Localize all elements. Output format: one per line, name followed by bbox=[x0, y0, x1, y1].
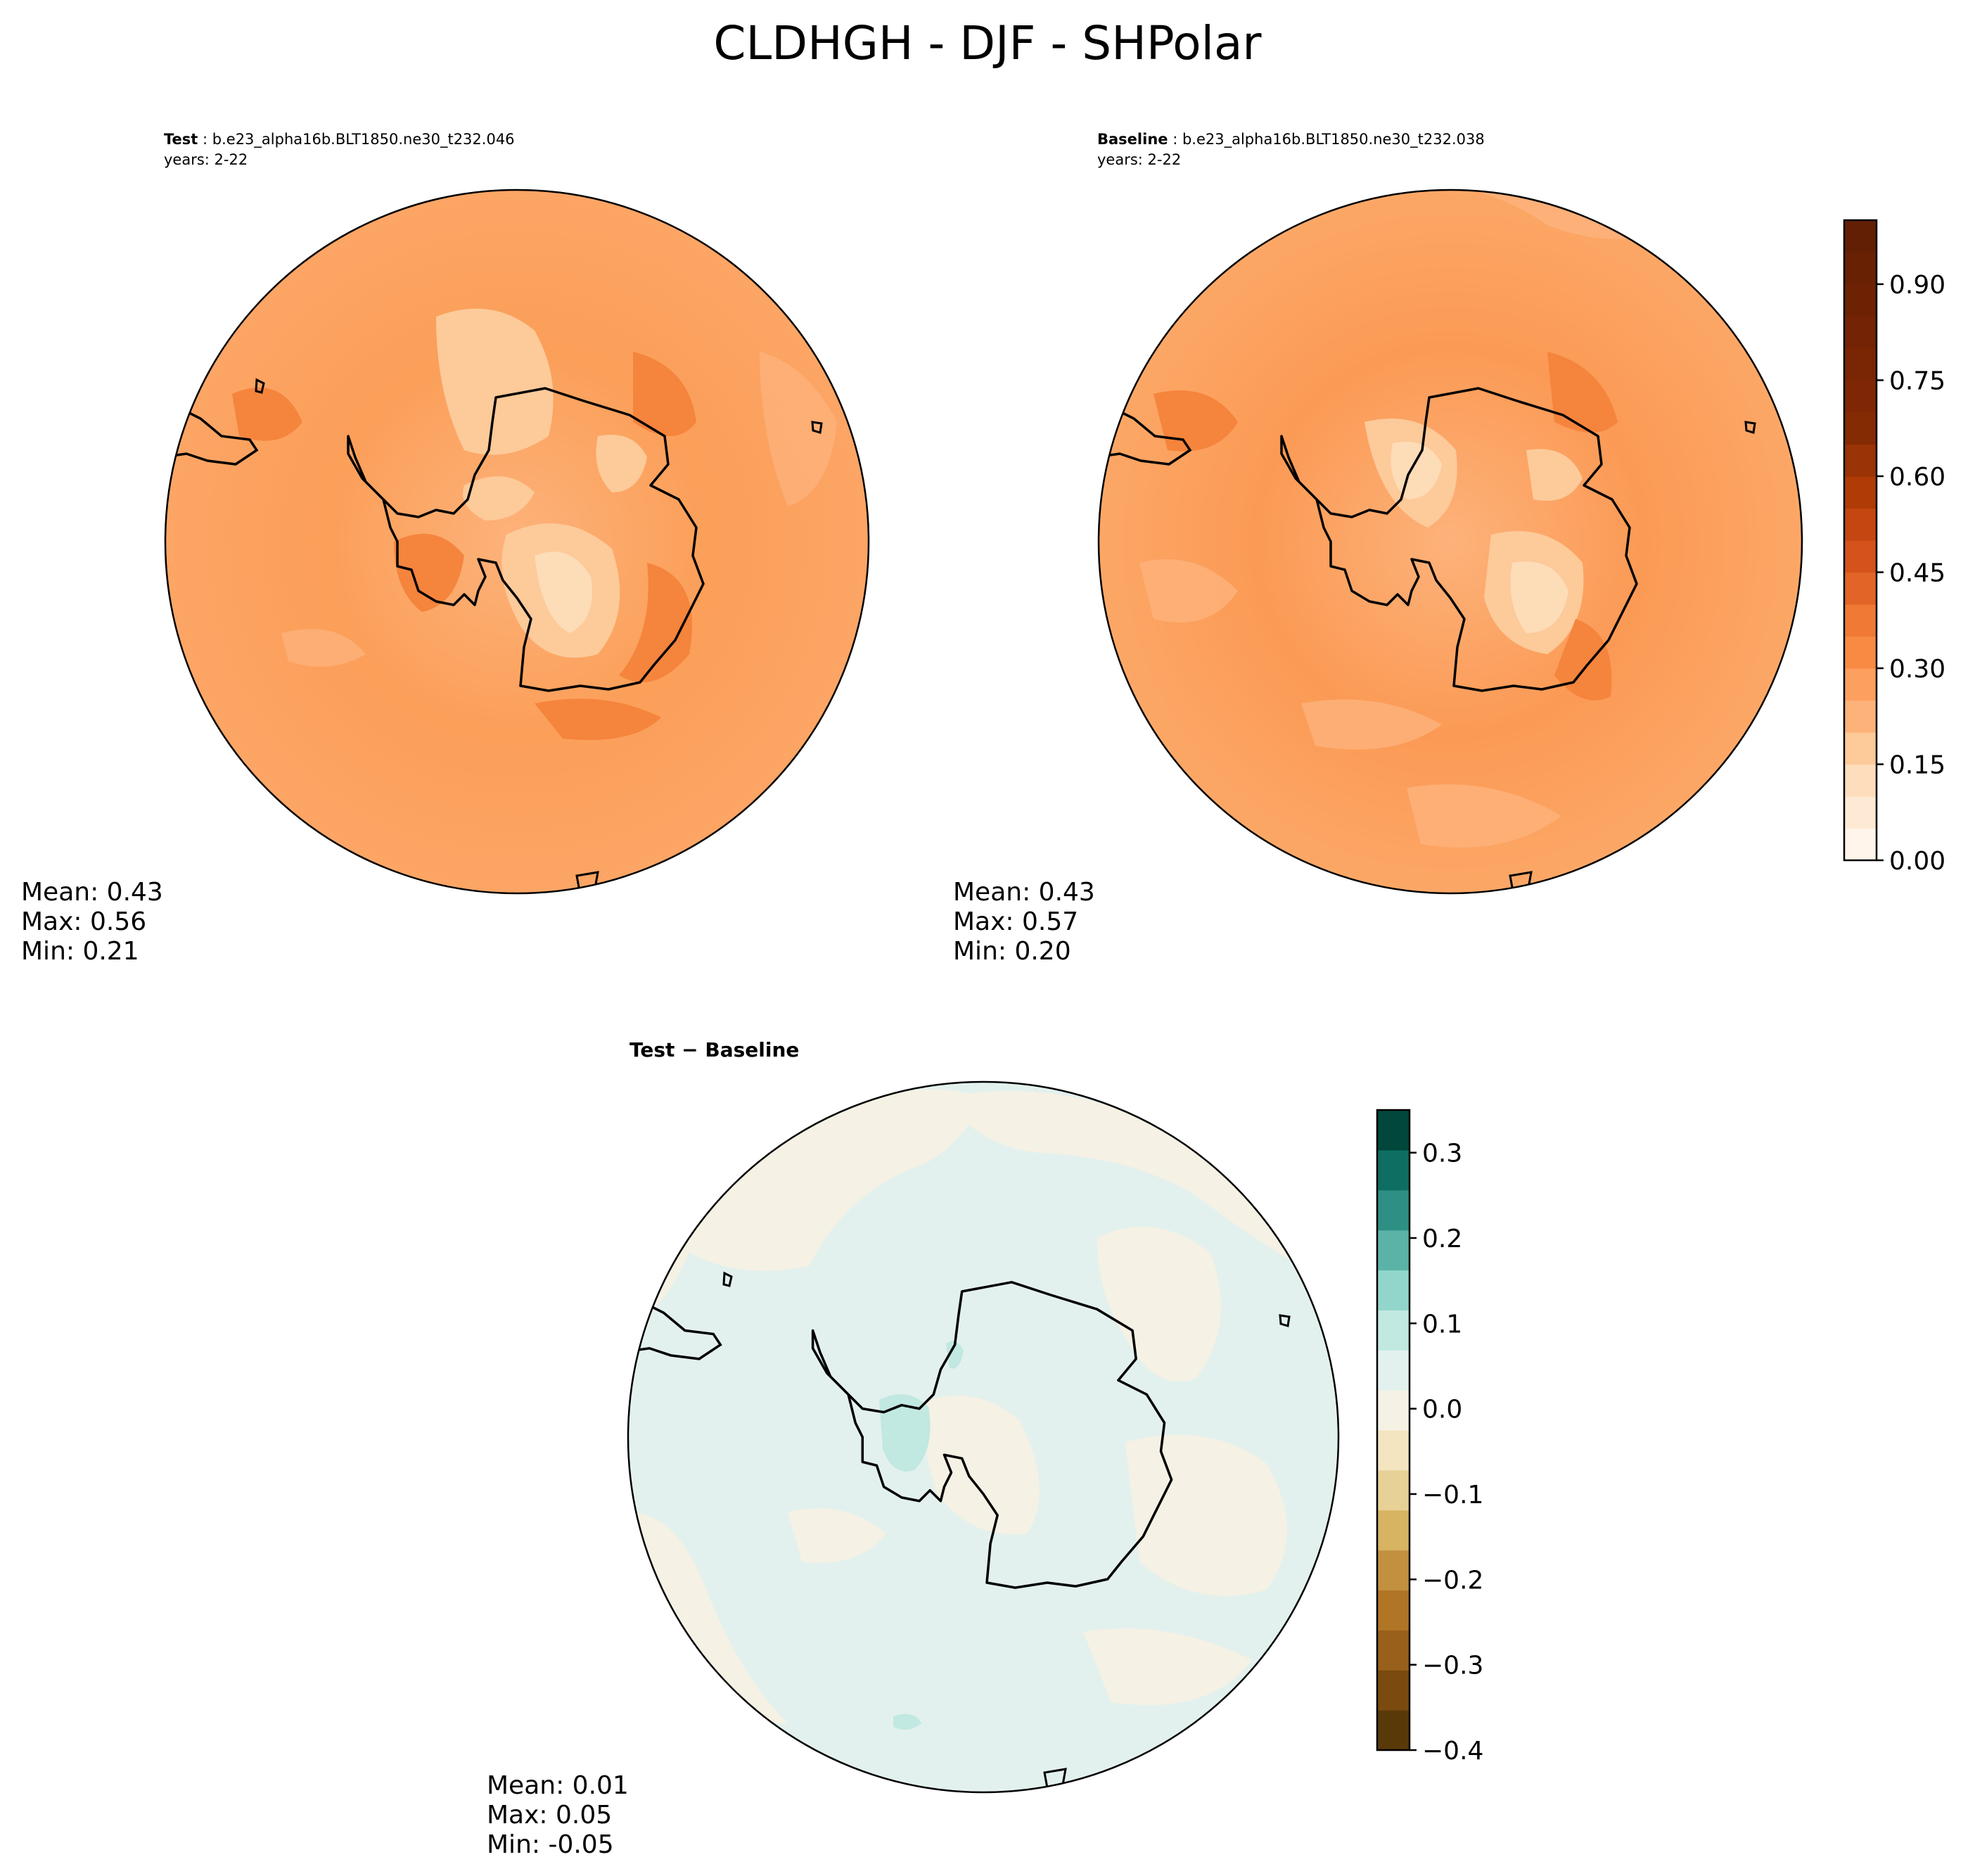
colorbar-main-segment bbox=[1844, 508, 1877, 541]
colorbar-main-segment bbox=[1844, 412, 1877, 445]
colorbar-main-tick-label: 0.00 bbox=[1889, 847, 1945, 876]
colorbar-main-segment bbox=[1844, 284, 1877, 317]
colorbar-main-segment bbox=[1844, 764, 1877, 797]
colorbar-diff-segment bbox=[1377, 1590, 1410, 1631]
panel-diff-title: Test − Baseline bbox=[629, 1038, 799, 1061]
colorbar-main-segment bbox=[1844, 604, 1877, 637]
panel-test-min: Min: 0.21 bbox=[21, 937, 139, 966]
colorbar-main-segment bbox=[1844, 380, 1877, 413]
colorbar-main-tick-label: 0.45 bbox=[1889, 559, 1945, 588]
colorbar-diff-segment bbox=[1377, 1390, 1410, 1431]
colorbar-main-segment bbox=[1844, 316, 1877, 349]
colorbar-main-tick-label: 0.30 bbox=[1889, 655, 1945, 684]
colorbar-main-tick-label: 0.15 bbox=[1889, 751, 1945, 780]
colorbar-main-frame bbox=[1843, 219, 1878, 862]
colorbar-diff: −0.4 −0.3 −0.2 −0.1 0.0 0.1 0.2 0.3 bbox=[1376, 1109, 1483, 1766]
panel-baseline: Baseline : b.e23_alpha16b.BLT1850.ne30_t… bbox=[953, 131, 1803, 966]
colorbar-diff-tick-label: −0.2 bbox=[1422, 1566, 1483, 1595]
colorbar-diff-segment bbox=[1377, 1510, 1410, 1551]
colorbar-diff-segment bbox=[1377, 1430, 1410, 1471]
panel-test-label: Test bbox=[164, 131, 198, 148]
panel-diff-mean: Mean: 0.01 bbox=[487, 1771, 629, 1800]
colorbar-diff-segment bbox=[1377, 1469, 1410, 1511]
colorbar-main-segment bbox=[1844, 732, 1877, 765]
panel-diff-map bbox=[628, 1082, 1338, 1792]
colorbar-diff-tick-label: −0.3 bbox=[1422, 1652, 1483, 1680]
colorbar-diff-segment bbox=[1377, 1230, 1410, 1271]
colorbar-diff-tick-label: −0.1 bbox=[1422, 1481, 1483, 1510]
panel-baseline-years: years: 2-22 bbox=[1097, 151, 1181, 168]
colorbar-main-segment bbox=[1844, 668, 1877, 701]
svg-text:Test : b.e23_alpha16b.BLT1850.: Test : b.e23_alpha16b.BLT1850.ne30_t232.… bbox=[164, 131, 515, 148]
colorbar-diff-segment bbox=[1377, 1350, 1410, 1391]
colorbar-diff-segment bbox=[1377, 1670, 1410, 1711]
colorbar-diff-tick-label: 0.2 bbox=[1422, 1225, 1462, 1253]
colorbar-diff-segment bbox=[1377, 1630, 1410, 1671]
colorbar-main-segment bbox=[1844, 700, 1877, 733]
panel-diff: Test − Baseline Mean: 0.01 Max: 0.05 Min… bbox=[487, 1038, 1340, 1859]
panel-test-map bbox=[165, 190, 869, 893]
colorbar-diff-tick-label: 0.0 bbox=[1422, 1396, 1462, 1424]
colorbar-diff-segment bbox=[1377, 1270, 1410, 1310]
colorbar-main-segment bbox=[1844, 636, 1877, 669]
colorbar-diff-tick-label: −0.4 bbox=[1422, 1737, 1483, 1766]
panel-test-max: Max: 0.56 bbox=[21, 907, 146, 936]
colorbar-main-segment bbox=[1844, 828, 1877, 861]
panel-diff-min: Min: -0.05 bbox=[487, 1830, 614, 1859]
colorbar-diff-segment bbox=[1377, 1310, 1410, 1351]
panel-baseline-label: Baseline bbox=[1097, 131, 1168, 148]
colorbar-main-segment bbox=[1844, 572, 1877, 605]
panel-baseline-max: Max: 0.57 bbox=[953, 907, 1078, 936]
colorbar-diff-segment bbox=[1377, 1710, 1410, 1751]
colorbar-main-segment bbox=[1844, 348, 1877, 381]
colorbar-main-tick-label: 0.60 bbox=[1889, 463, 1945, 492]
colorbar-diff-segment bbox=[1377, 1149, 1410, 1191]
colorbar-main: 0.00 0.15 0.30 0.45 0.60 0.75 0.90 bbox=[1843, 219, 1945, 876]
colorbar-diff-segment bbox=[1377, 1189, 1410, 1231]
panel-baseline-min: Min: 0.20 bbox=[953, 937, 1071, 966]
svg-text:Baseline : b.e23_alpha16b.BLT1: Baseline : b.e23_alpha16b.BLT1850.ne30_t… bbox=[1097, 131, 1485, 148]
panel-test: Test : b.e23_alpha16b.BLT1850.ne30_t232.… bbox=[21, 131, 870, 966]
panel-baseline-case: b.e23_alpha16b.BLT1850.ne30_t232.038 bbox=[1182, 131, 1485, 148]
colorbar-diff-tick-label: 0.3 bbox=[1422, 1140, 1462, 1168]
colorbar-main-segment bbox=[1844, 796, 1877, 829]
colorbar-diff-segment bbox=[1377, 1550, 1410, 1591]
colorbar-diff-frame bbox=[1376, 1109, 1411, 1751]
colorbar-diff-segment bbox=[1377, 1110, 1410, 1151]
colorbar-main-segment bbox=[1844, 252, 1877, 285]
colorbar-main-tick-label: 0.90 bbox=[1889, 271, 1945, 300]
figure-title: CLDHGH - DJF - SHPolar bbox=[713, 16, 1262, 70]
panel-diff-max: Max: 0.05 bbox=[487, 1801, 612, 1830]
colorbar-main-segment bbox=[1844, 476, 1877, 509]
panel-test-years: years: 2-22 bbox=[164, 151, 248, 168]
colorbar-main-segment bbox=[1844, 540, 1877, 573]
colorbar-diff-tick-label: 0.1 bbox=[1422, 1310, 1462, 1339]
colorbar-main-tick-label: 0.75 bbox=[1889, 367, 1945, 396]
colorbar-main-segment bbox=[1844, 444, 1877, 477]
panel-test-case: b.e23_alpha16b.BLT1850.ne30_t232.046 bbox=[212, 131, 515, 148]
panel-baseline-mean: Mean: 0.43 bbox=[953, 878, 1095, 907]
panel-baseline-map bbox=[1099, 190, 1802, 893]
colorbar-main-segment bbox=[1844, 220, 1877, 253]
panel-test-mean: Mean: 0.43 bbox=[21, 878, 163, 907]
